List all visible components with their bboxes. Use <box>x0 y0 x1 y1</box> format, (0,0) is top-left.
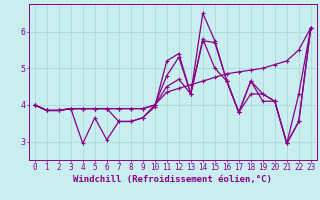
X-axis label: Windchill (Refroidissement éolien,°C): Windchill (Refroidissement éolien,°C) <box>73 175 272 184</box>
